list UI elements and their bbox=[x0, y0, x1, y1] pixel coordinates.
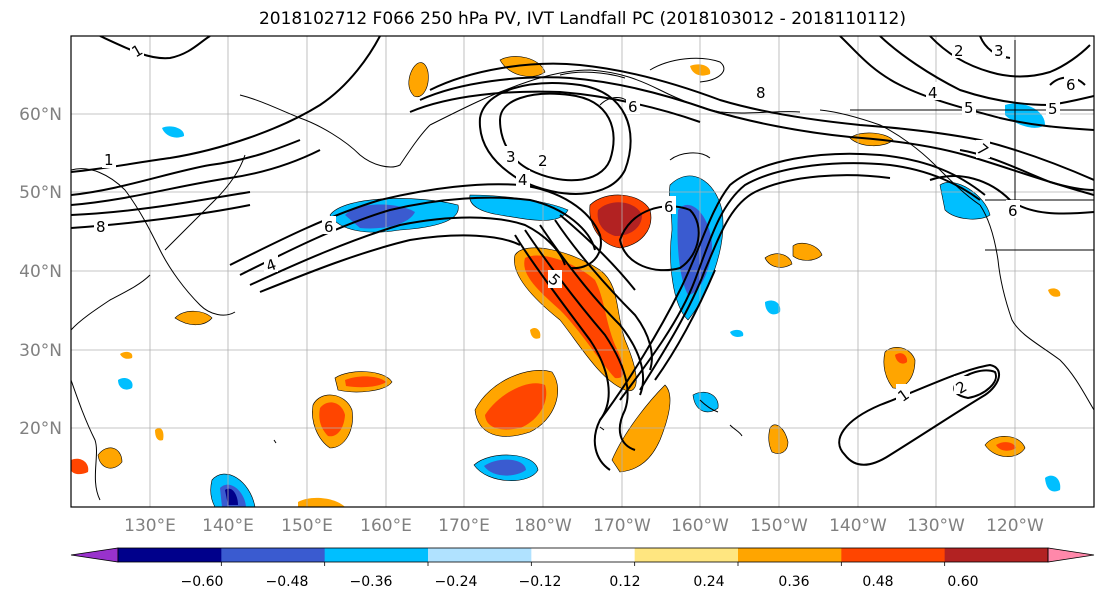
contour-label-4c: 4 bbox=[928, 84, 938, 102]
lon-label-160w: 160°W bbox=[671, 516, 729, 536]
lat-label-20: 20°N bbox=[19, 419, 62, 439]
colorbar-extend-low bbox=[70, 547, 119, 563]
colorbar-cell bbox=[738, 548, 842, 562]
colorbar-ticks bbox=[220, 562, 946, 566]
lon-label-130w: 130°W bbox=[907, 516, 965, 536]
colorbar-cell bbox=[221, 548, 326, 562]
pv-contour-labels: 1 1 2 2 3 4 4 5 5 6 6 6 6 7 bbox=[94, 40, 1078, 406]
lat-label-50: 50°N bbox=[19, 183, 62, 203]
contour-label-3: 3 bbox=[506, 148, 516, 166]
lat-axis: 60°N 50°N 40°N 30°N 20°N bbox=[19, 105, 62, 439]
contour-label-8b: 8 bbox=[756, 84, 766, 102]
map-border bbox=[70, 35, 1095, 508]
contour-label-6d: 6 bbox=[1008, 202, 1018, 220]
contour-label-8: 8 bbox=[96, 218, 106, 236]
colorbar-cell bbox=[841, 548, 946, 562]
lat-label-40: 40°N bbox=[19, 262, 62, 282]
lon-label-150w: 150°W bbox=[750, 516, 808, 536]
cb-label-m060: −0.60 bbox=[181, 574, 224, 590]
colorbar-cell bbox=[634, 548, 739, 562]
contour-label-6: 6 bbox=[324, 218, 334, 236]
contour-label-6c: 6 bbox=[628, 98, 638, 116]
cb-label-m012: −0.12 bbox=[519, 574, 562, 590]
cb-label-p036: 0.36 bbox=[778, 574, 809, 590]
colorbar-extend-high bbox=[1047, 547, 1095, 563]
colorbar-border bbox=[117, 547, 1049, 563]
lon-label-170w: 170°W bbox=[593, 516, 651, 536]
colorbar-cell bbox=[944, 548, 1049, 562]
contour-label-1b: 1 bbox=[104, 151, 114, 169]
cb-label-p048: 0.48 bbox=[862, 574, 893, 590]
colorbar-cell bbox=[324, 548, 429, 562]
contour-label-3b: 3 bbox=[994, 42, 1004, 60]
colorbar-cell bbox=[118, 548, 222, 562]
lon-label-140w: 140°W bbox=[829, 516, 887, 536]
lon-axis: 130°E 140°E 150°E 160°E 170°E 180°W 170°… bbox=[124, 516, 1044, 536]
colorbar-cell bbox=[531, 548, 636, 562]
colorbar-cells bbox=[70, 547, 1095, 563]
lon-label-120w: 120°W bbox=[986, 516, 1044, 536]
contour-label-2c: 2 bbox=[954, 42, 964, 60]
cb-label-m036: −0.36 bbox=[350, 574, 393, 590]
lon-label-160e: 160°E bbox=[360, 516, 412, 536]
colorbar: −0.60 −0.48 −0.36 −0.24 −0.12 0.12 0.24 … bbox=[70, 547, 1095, 590]
lat-label-30: 30°N bbox=[19, 341, 62, 361]
coastlines bbox=[71, 40, 1094, 501]
contour-label-2: 2 bbox=[538, 152, 548, 170]
contour-label-4b: 4 bbox=[518, 171, 528, 189]
lon-label-170e: 170°E bbox=[438, 516, 490, 536]
map-title: 2018102712 F066 250 hPa PV, IVT Landfall… bbox=[258, 9, 906, 29]
contour-label-5b: 5 bbox=[964, 99, 974, 117]
cb-label-p024: 0.24 bbox=[693, 574, 724, 590]
contour-label-6b: 6 bbox=[664, 198, 674, 216]
contour-label-6e: 6 bbox=[1066, 76, 1076, 94]
contour-label-5c: 5 bbox=[1048, 100, 1058, 118]
cb-label-p060: 0.60 bbox=[947, 574, 978, 590]
colorbar-cell bbox=[428, 548, 532, 562]
lon-label-180w: 180°W bbox=[514, 516, 572, 536]
map-content: 1 1 2 2 3 4 4 5 5 6 6 6 6 7 bbox=[71, 36, 1094, 507]
cb-label-m024: −0.24 bbox=[435, 574, 478, 590]
lon-label-150e: 150°E bbox=[281, 516, 333, 536]
cb-label-p012: 0.12 bbox=[609, 574, 640, 590]
cb-label-m048: −0.48 bbox=[266, 574, 309, 590]
lon-label-140e: 140°E bbox=[202, 516, 254, 536]
lon-label-130e: 130°E bbox=[124, 516, 176, 536]
lat-label-60: 60°N bbox=[19, 105, 62, 125]
gridlines bbox=[71, 36, 1094, 507]
